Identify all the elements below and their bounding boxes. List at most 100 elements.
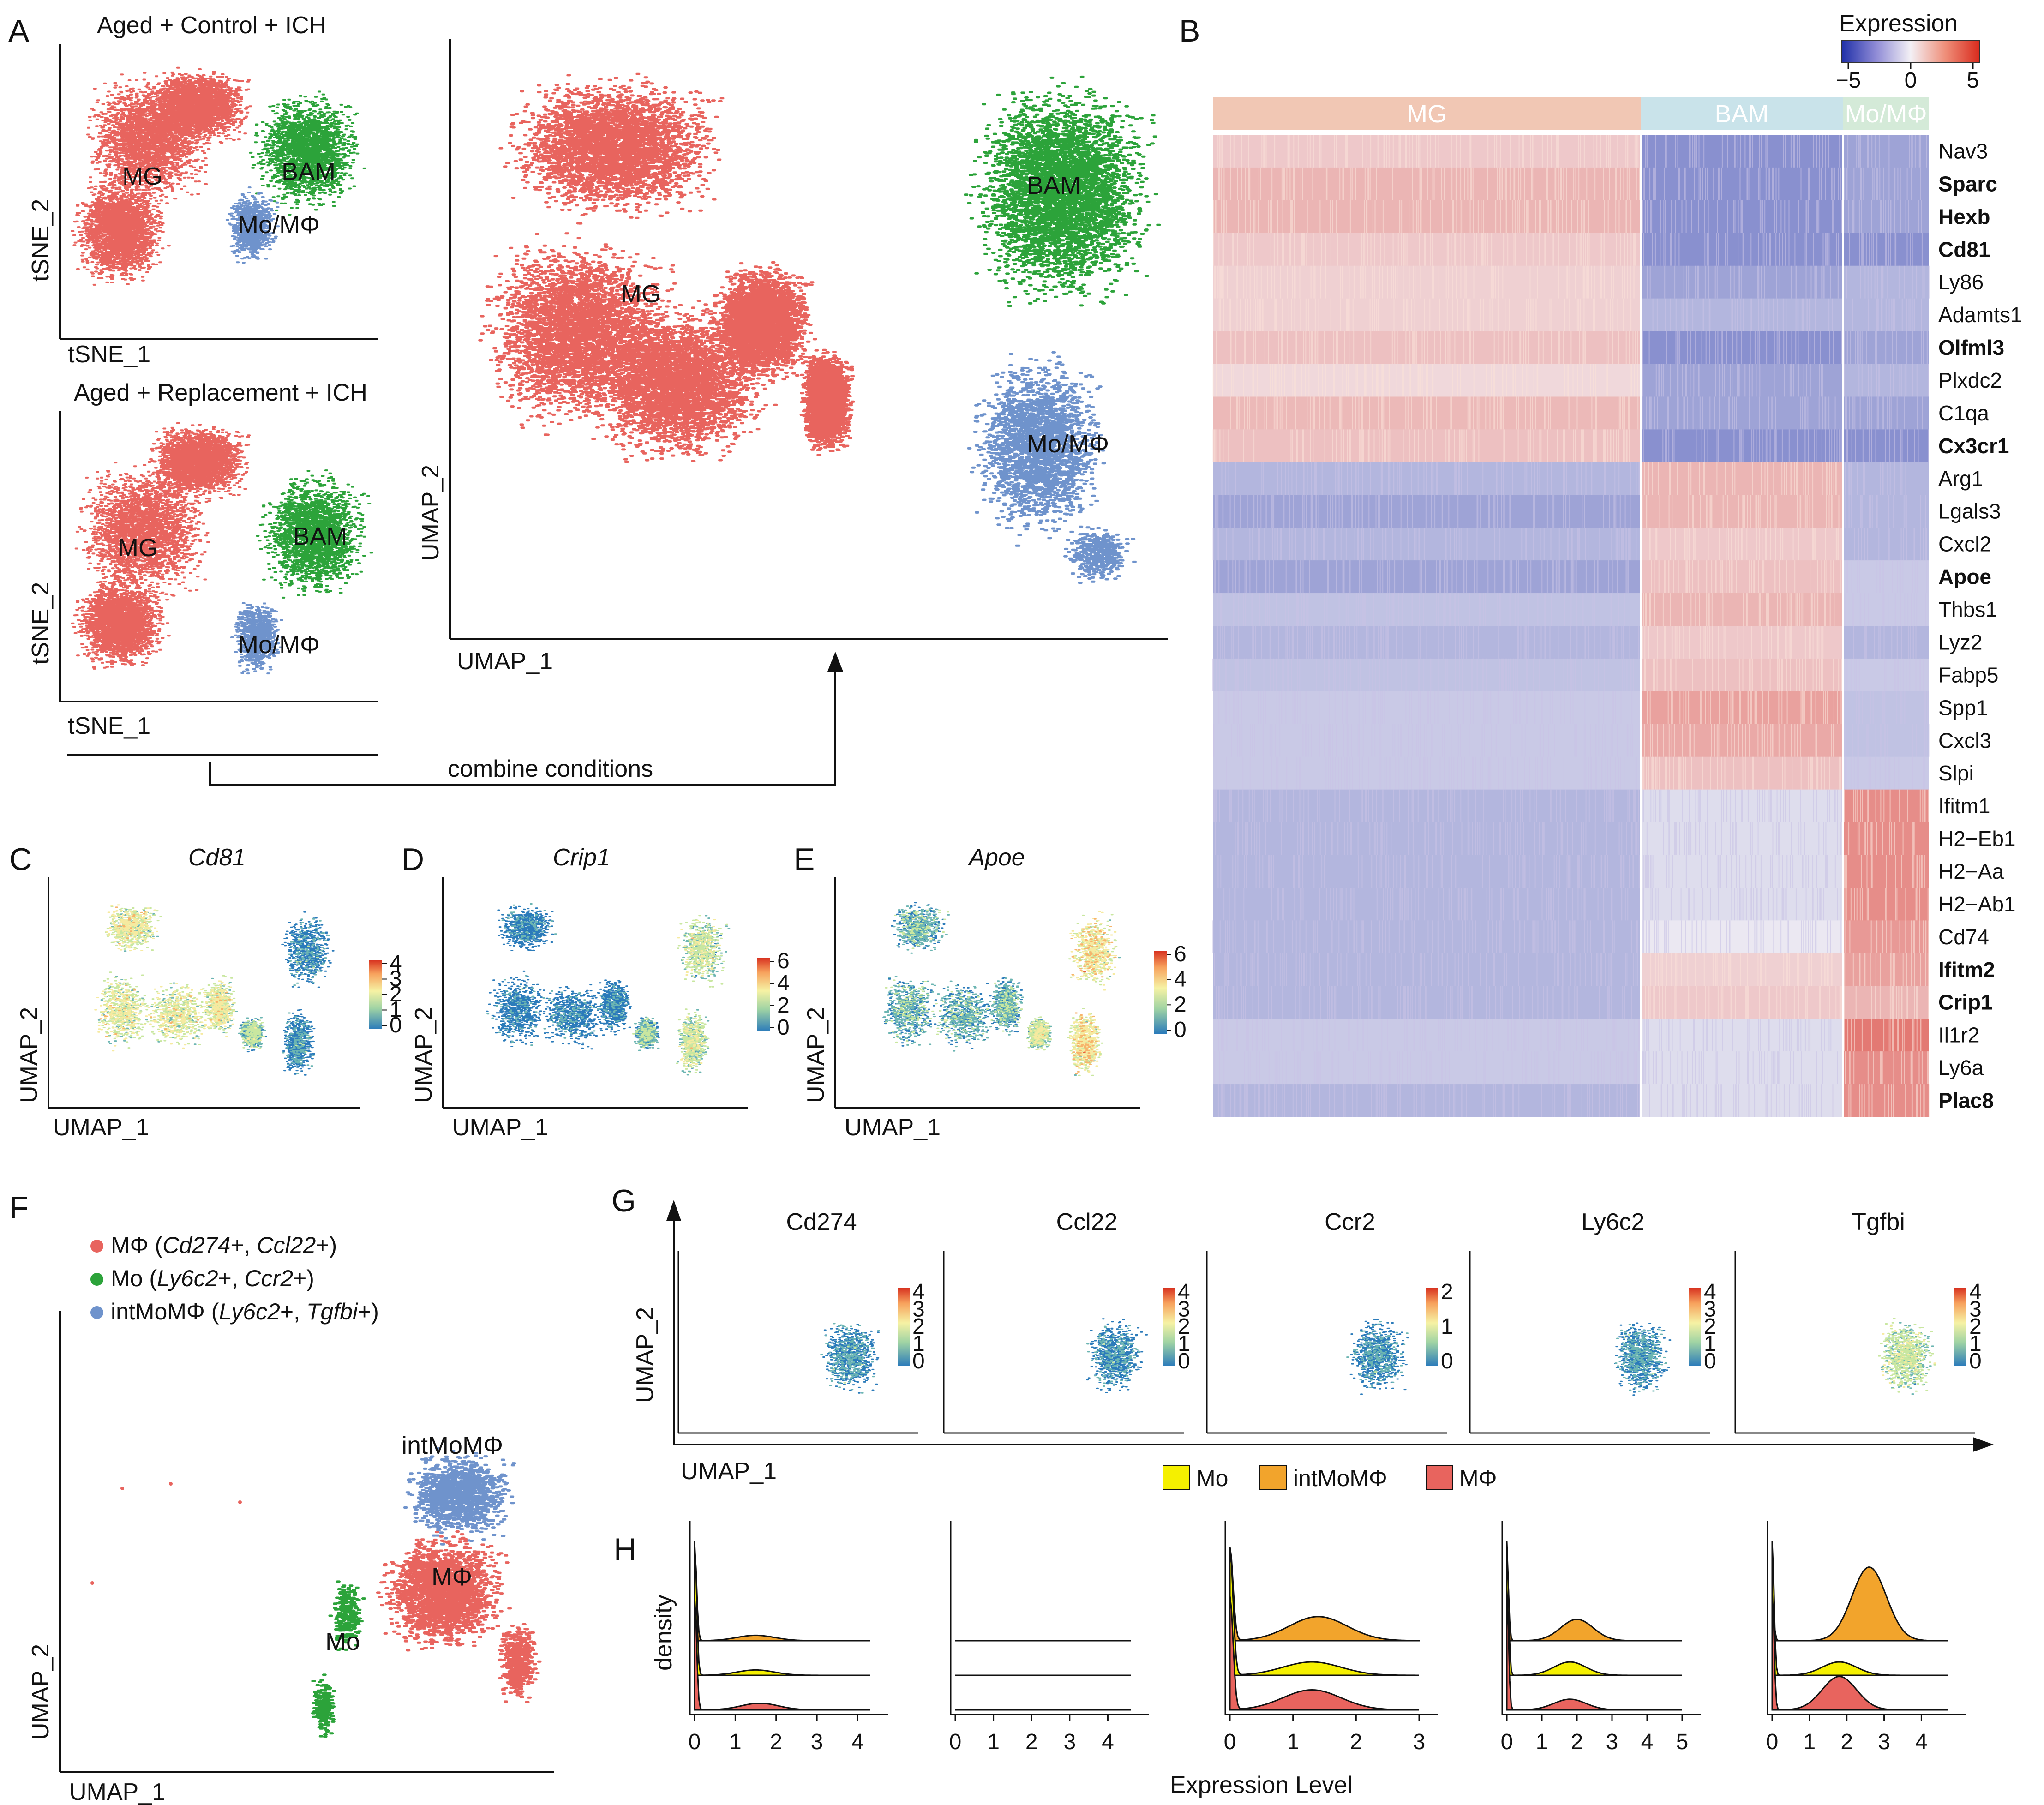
panel-d-tick: 4 [777,971,790,995]
panel-g-colorbar-tick: 4 [1704,1280,1716,1304]
heatmap-cell [1843,528,1929,561]
panel-h-xtick: 4 [851,1730,864,1754]
panel-h-legend: Mo intMoMΦ MΦ [1163,1465,1497,1491]
panel-g-colorbar-tick: 1 [1704,1332,1716,1356]
tsne-top-momp-points [225,186,280,264]
heatmap-cell-texture [1842,429,1929,462]
heatmap-row-label: Il1r2 [1938,1023,1979,1047]
panel-e-tick: 2 [1174,992,1187,1017]
panel-h-xtick: 0 [1224,1730,1236,1754]
panel-f-xlabel: UMAP_1 [69,1779,165,1805]
heatmap-cell-texture [1844,789,1930,822]
crip1-feature-points [597,985,630,1028]
heatmap-group-label-mg: MG [1407,100,1447,128]
crip1-feature-points [678,1016,706,1067]
crip1-feature-points [542,990,602,1039]
panel-h-label: H [614,1532,636,1567]
heatmap-cell-texture [1215,495,1631,528]
panel-g-points [1346,1321,1409,1388]
panel-f-label-mp: MΦ [432,1563,472,1591]
panel-f: F MΦ (Cd274+, Ccl22+) Mo (Ly6c2+, Ccr2+) i… [9,1190,554,1805]
panel-h-xtick: 1 [1803,1730,1816,1754]
heatmap-cell [1641,462,1843,495]
heatmap-row-label: Ly86 [1938,270,1984,294]
panel-d-colorbar [757,958,770,1031]
ridge-tgfbi-mo [1771,1541,1948,1676]
umap-mg-points [581,300,778,463]
heatmap-row-label: Ifitm1 [1938,794,1990,818]
heatmap-cell [1843,789,1929,823]
panel-e-tick: 4 [1174,967,1187,992]
heatmap-cell-texture [1848,822,1915,855]
panel-c-tick: 2 [390,982,402,1007]
heatmap: MG BAM Mo/MΦ Nav3 Sparc Hexb Cd81 Ly86 Adamts1 Ol… [1212,97,2022,1117]
heatmap-cell-texture [1642,888,1841,921]
heatmap-cell-texture [1642,756,1841,790]
panel-c-xlabel: UMAP_1 [53,1114,149,1141]
panel-h-ylabel: density [650,1595,677,1671]
heatmap-row-label: C1qa [1938,401,1989,425]
heat-legend-bar [1841,40,1980,63]
umap-combined-xlabel: UMAP_1 [457,648,553,675]
panel-g: G UMAP_1 UMAP_2 Cd27443210Ccl2243210Ccr2… [611,1183,1994,1485]
panel-g-colorbar-tick: 2 [1704,1314,1716,1339]
panel-c-tick: 3 [390,967,402,991]
ridge-ccr2-mo [1229,1547,1419,1676]
panel-g-colorbar-tick: 0 [1704,1349,1716,1373]
heatmap-cell [1213,920,1641,953]
apoe-feature-points [935,991,999,1042]
panel-g-colorbar [1954,1288,1966,1366]
panel-f-legend-item: MΦ (Cd274+, Ccl22+) [111,1232,337,1258]
tsne-top-label-bam: BAM [282,158,336,186]
heatmap-cell [1843,691,1929,725]
ridge-ly6c2-intmom [1506,1560,1682,1642]
panel-g-colorbar-tick: 2 [1441,1280,1453,1304]
ridge-tgfbi-m [1771,1589,1948,1711]
heatmap-cell-texture [1214,953,1641,986]
panel-f-label: F [9,1190,29,1225]
heatmap-cell [1843,626,1929,659]
panel-e-tick: 0 [1174,1018,1187,1042]
heatmap-cell [1843,396,1929,430]
heatmap-cell-texture [1217,855,1640,888]
panel-f-mp-points [376,1530,512,1652]
panel-g-points [820,1323,880,1394]
panel-g-title-cd274: Cd274 [786,1209,857,1235]
tsne-top-label-momp: Mo/MΦ [238,211,320,239]
panel-b: B Expression −5 0 5 MG BAM Mo/MΦ Nav3 Sparc H… [1179,10,2022,1117]
crip1-feature-points [486,975,538,1046]
heatmap-row-label: Thbs1 [1938,598,1997,622]
cd81-feature-points [295,939,319,973]
cd81-feature-points [288,918,330,986]
panel-h-legend-label: MΦ [1459,1465,1497,1491]
heatmap-cell-texture [1846,265,1930,299]
cd81-feature-points [161,995,200,1030]
panel-c-gene: Cd81 [188,844,246,871]
heatmap-row-label: Spp1 [1938,696,1988,720]
umap-label-mg: MG [621,280,661,308]
heatmap-group-bar-bam [1641,97,1843,130]
heatmap-cell [1843,1019,1929,1052]
panel-g-colorbar-tick: 0 [1969,1349,1982,1373]
heatmap-cell [1641,888,1843,921]
heatmap-cell [1213,953,1641,986]
panel-d-tick: 0 [777,1015,790,1040]
heatmap-cell [1213,560,1641,594]
umap-label-momp: Mo/MΦ [1027,430,1109,458]
panel-g-colorbar-tick: 2 [1178,1314,1190,1339]
heatmap-row-label: Apoe [1938,565,1991,589]
panel-g-colorbar-tick: 4 [1178,1280,1190,1304]
panel-e-colorbar [1154,951,1167,1034]
panel-h-xtick: 2 [1350,1730,1362,1754]
heatmap-cell-texture [1213,265,1635,299]
heatmap-cell [1843,167,1929,201]
heatmap-cell-texture [1845,396,1923,430]
panel-c-colorbar [369,960,382,1029]
heatmap-cell [1641,1084,1843,1117]
heatmap-cell-texture [1646,822,1842,855]
heatmap-cell [1641,167,1843,201]
panel-g-colorbar-tick: 3 [1178,1297,1190,1322]
crip1-feature-points [691,937,715,959]
panel-g-colorbar-tick: 2 [912,1314,925,1339]
